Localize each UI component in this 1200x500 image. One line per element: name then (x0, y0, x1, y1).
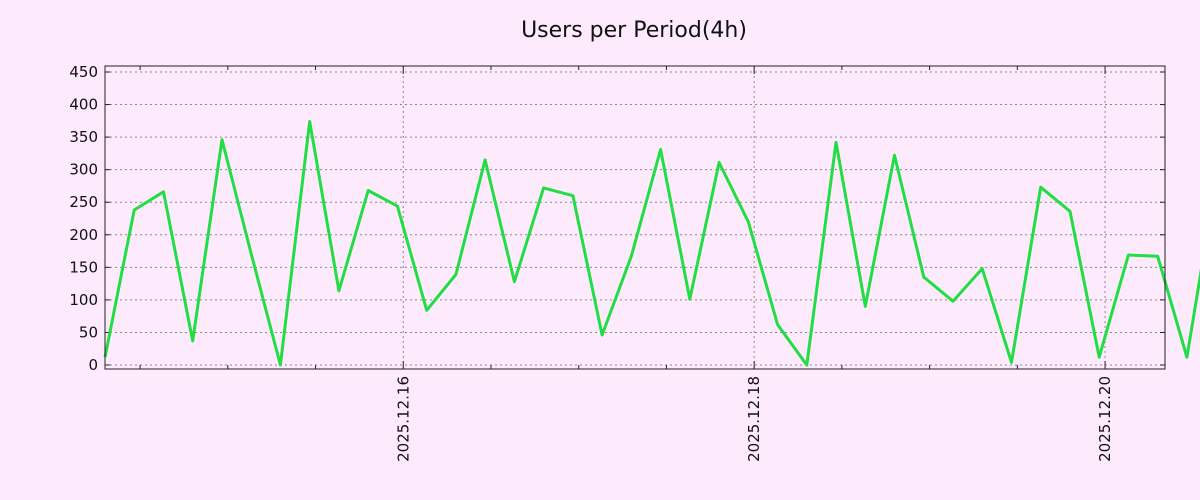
plot-frame (104, 65, 1166, 370)
grid (105, 66, 1165, 369)
x-tick-label: 2025.12.18 (745, 376, 763, 462)
series-line (103, 120, 1200, 367)
plot-area (105, 66, 1165, 369)
x-axis: 2025.12.162025.12.182025.12.202025.12.22… (139, 66, 1114, 462)
y-tick-label: 350 (69, 128, 98, 146)
chart-title: Users per Period(4h) (521, 18, 747, 43)
x-tick-label: 2025.12.20 (1096, 376, 1114, 462)
y-tick-label: 250 (69, 193, 98, 211)
y-tick-label: 150 (69, 258, 98, 276)
y-tick-label: 400 (69, 96, 98, 114)
y-tick-label: 300 (69, 161, 98, 179)
x-tick-label: 2025.12.16 (394, 376, 412, 462)
y-axis: 0 50 100 150 200 250 300 350 400 450 (69, 63, 1165, 374)
y-tick-label: 100 (69, 291, 98, 309)
y-tick-label: 50 (79, 323, 98, 341)
y-tick-label: 0 (88, 356, 98, 374)
y-tick-label: 450 (69, 63, 98, 81)
y-tick-label: 200 (69, 226, 98, 244)
